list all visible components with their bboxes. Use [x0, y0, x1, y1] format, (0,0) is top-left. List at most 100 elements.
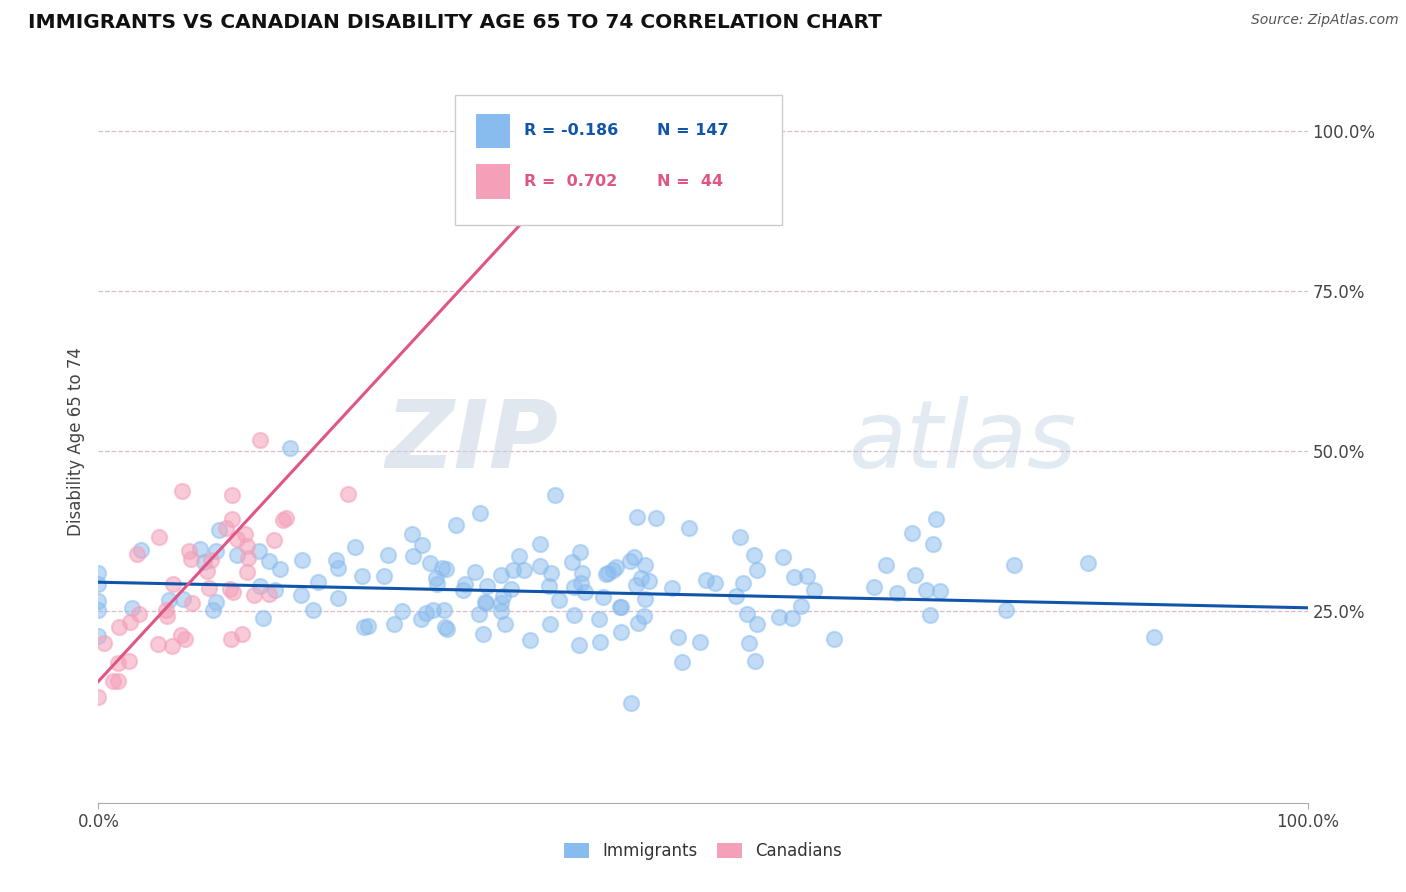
Point [87, 690, 110, 704]
Point [464, 566, 486, 580]
Point [735, 607, 758, 621]
Point [529, 558, 551, 573]
Point [352, 569, 374, 583]
Point [128, 607, 150, 622]
Text: N = 147: N = 147 [657, 123, 728, 138]
Point [1002, 558, 1025, 573]
Point [87, 603, 110, 617]
Point [409, 612, 432, 626]
Point [155, 603, 177, 617]
Point [564, 580, 586, 594]
Point [93, 636, 115, 650]
Point [725, 589, 748, 603]
Point [695, 573, 717, 587]
Point [259, 587, 281, 601]
Point [434, 620, 457, 634]
Point [875, 558, 897, 572]
Point [415, 606, 437, 620]
Point [218, 582, 240, 596]
Point [307, 574, 329, 589]
Point [472, 627, 495, 641]
Point [634, 592, 657, 607]
Point [280, 442, 302, 456]
Point [492, 589, 515, 603]
Point [263, 533, 285, 547]
Point [477, 579, 499, 593]
Point [513, 563, 536, 577]
Point [592, 590, 614, 604]
Point [325, 552, 347, 566]
Point [589, 635, 612, 649]
Point [107, 673, 129, 688]
Point [623, 550, 645, 565]
Point [434, 562, 457, 576]
Y-axis label: Disability Age 65 to 74: Disability Age 65 to 74 [66, 347, 84, 536]
Point [474, 595, 496, 609]
Point [703, 575, 725, 590]
Point [204, 595, 226, 609]
Point [738, 636, 761, 650]
Point [626, 578, 648, 592]
Point [620, 696, 643, 710]
Point [921, 537, 943, 551]
Point [146, 637, 169, 651]
Point [242, 588, 264, 602]
Point [610, 624, 633, 639]
Point [689, 635, 711, 649]
Point [225, 532, 247, 546]
Text: IMMIGRANTS VS CANADIAN DISABILITY AGE 65 TO 74 CORRELATION CHART: IMMIGRANTS VS CANADIAN DISABILITY AGE 65… [28, 13, 882, 32]
Point [915, 582, 938, 597]
Point [257, 554, 280, 568]
Point [595, 566, 617, 581]
Point [236, 551, 259, 566]
Point [181, 596, 204, 610]
Point [215, 521, 238, 535]
Point [994, 603, 1017, 617]
Point [609, 600, 631, 615]
Point [221, 585, 243, 599]
Point [273, 512, 295, 526]
Point [249, 579, 271, 593]
Point [274, 510, 297, 524]
Point [290, 588, 312, 602]
Bar [475, 164, 509, 199]
Point [745, 616, 768, 631]
Point [401, 527, 423, 541]
Point [87, 629, 110, 643]
Point [377, 548, 399, 562]
Point [129, 543, 152, 558]
Point [568, 638, 591, 652]
Point [433, 603, 456, 617]
FancyBboxPatch shape [456, 95, 782, 225]
Text: ZIP: ZIP [385, 395, 558, 488]
Point [177, 543, 200, 558]
Point [269, 562, 291, 576]
Point [454, 577, 477, 591]
Point [107, 620, 129, 634]
Point [172, 483, 194, 498]
Point [202, 603, 225, 617]
Point [637, 574, 659, 589]
Point [671, 655, 693, 669]
Point [156, 609, 179, 624]
Point [430, 560, 453, 574]
Point [188, 542, 211, 557]
Point [803, 582, 825, 597]
Point [173, 632, 195, 646]
Point [823, 632, 845, 647]
Point [574, 585, 596, 599]
Point [598, 566, 620, 581]
Point [221, 488, 243, 502]
Point [451, 582, 474, 597]
Point [644, 511, 666, 525]
Point [796, 569, 818, 583]
Point [918, 608, 941, 623]
Text: R =  0.702: R = 0.702 [524, 174, 617, 189]
Point [491, 603, 513, 617]
Point [569, 544, 592, 558]
Point [382, 616, 405, 631]
Point [336, 487, 359, 501]
Point [252, 610, 274, 624]
Point [1077, 556, 1099, 570]
Point [411, 538, 433, 552]
